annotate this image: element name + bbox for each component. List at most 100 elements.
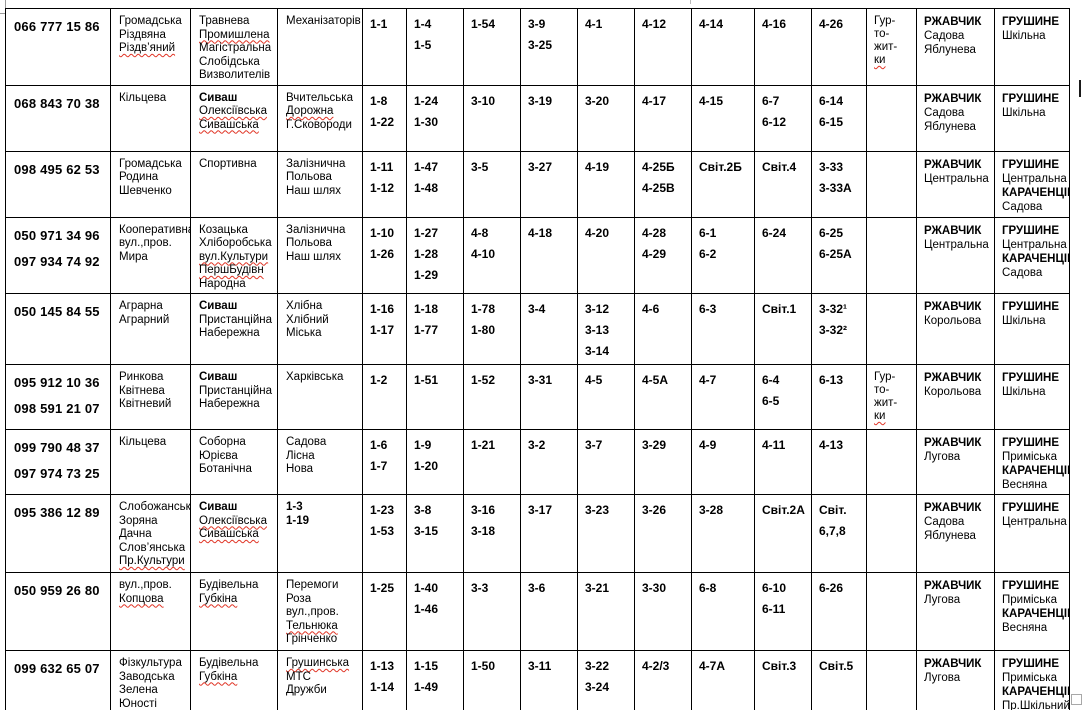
cell-line: РЖАВЧИК [924,301,982,313]
table-cell: 3-22 3-24 [577,650,635,710]
cell-line: 3-4 [528,302,546,316]
cell-line: 097 974 73 25 [14,466,100,481]
cell-line: РЖАВЧИК [924,16,982,28]
table-cell: 6-8 [691,572,755,651]
table-cell [866,650,917,710]
cell-line: 1-24 [414,93,439,108]
cell-line: 4-17 [642,93,667,108]
cell-line: КАРАЧЕНЦІВ [1002,465,1070,477]
cell-line: 1-21 [471,438,496,452]
table-cell: 3-30 [634,572,692,651]
cell-line: 3-25 [528,38,553,52]
table-cell: 1-10 1-26 [362,216,407,294]
cell-line: Набережна [199,327,260,339]
table-cell: 1-4 1-5 [406,8,464,86]
cell-line: РЖАВЧИК [924,158,982,171]
table-cell: РЖАВЧИК Садова Яблунева [916,84,995,152]
cell-line: 4-19 [585,159,610,174]
cell-line: Приміська [1002,594,1057,606]
cell-line: Різдвяна [119,28,166,41]
cell-line: Копцова [119,592,164,605]
cell-line: 4-18 [528,225,553,240]
table-cell: РЖАВЧИК Центральна [916,216,995,294]
table-cell: 6-26 [811,572,867,651]
table-cell: Гур-то-жит-ки [866,364,917,430]
table-cell: ГРУШИНЕ Шкільна [994,84,1070,152]
cell-line: то- [874,28,890,40]
cell-line: 098 591 21 07 [14,401,100,416]
cell-line: 6-1 [699,225,717,240]
table-move-handle-fragment[interactable] [0,0,6,14]
cell-line: 4-12 [642,17,667,31]
cell-line: 4-6 [642,302,660,316]
cell-line: Ботанічна [199,463,252,475]
cell-line: Губкіна [199,592,238,605]
cell-line: Кільцева [119,91,167,104]
table-resize-handle[interactable] [1071,694,1082,705]
cell-line: 6-7 [762,93,780,108]
cell-line: Хлібна [286,300,323,312]
table-cell: 4-26 [811,8,867,86]
cell-line: 6-12 [762,114,787,129]
cell-line: Дружби [286,684,327,696]
cell-line: Лугова [924,451,961,463]
cell-line: Садова [286,436,327,448]
cell-line: Сивашська [199,528,259,540]
cell-line: 4-5А [642,373,669,387]
cell-line: Світ.4 [762,159,797,174]
cell-line: 095 912 10 36 [14,375,100,390]
cell-line: 6-15 [819,114,844,129]
cell-line: 6-26 [819,581,844,595]
table-row: 050 971 34 96 097 934 74 92 Кооперативна ву… [5,216,1070,294]
cell-line: Міська [286,327,322,339]
cell-line: 3-15 [414,524,439,538]
table-cell: вул.,пров. Копцова [110,572,191,651]
cell-line: 3-6 [528,581,546,595]
table-row: 068 843 70 38 Кільцева Сиваш Олексіївська Си… [5,84,1070,152]
cell-line: Пристанційна [199,384,273,397]
cell-line: Нова [286,463,314,475]
table-cell: 1-2 [362,364,407,430]
cell-line: 1-19 [286,514,310,527]
cell-line: 3-33 [819,159,844,174]
cell-line: ГРУШИНЕ [1002,224,1059,237]
table-row: 050 145 84 55 Аграрна Аграрний Сиваш Пристан… [5,293,1070,365]
cell-line: 3-5 [471,159,489,174]
cell-line: Яблунева [924,120,976,133]
cell-line: 3-28 [699,503,724,517]
table-cell: ГРУШИНЕ Приміська КАРАЧЕНЦІВ Пр.Шкільний [994,650,1070,710]
cell-line: 4-25Б [642,159,675,174]
table-cell: 1-47 1-48 [406,150,464,218]
cell-line: 4-7 [699,373,717,387]
cell-line: Сиваш [199,91,238,104]
table-cell: 099 632 65 07 [5,650,111,710]
cell-line: 4-5 [585,373,603,387]
cell-line: Лугова [924,594,961,606]
cell-line: 4-8 [471,225,489,240]
table-cell: 1-27 1-28 1-29 [406,216,464,294]
cell-line: Козацька [199,223,248,236]
cell-line: Яблунева [924,530,976,542]
cell-line: 050 959 26 80 [14,583,100,598]
cell-line: Квітнева [119,384,165,397]
table-cell: 1-13 1-14 [362,650,407,710]
cell-line: 095 386 12 89 [14,505,100,520]
table-cell: ГРУШИНЕ Шкільна [994,364,1070,430]
cell-line: Юрієва [199,449,238,462]
table-cell: 3-32¹ 3-32² [811,293,867,365]
table-cell: ГРУШИНЕ Центральна КАРАЧЕНЦІВ Садова [994,150,1070,218]
table-cell: ГРУШИНЕ Шкільна [994,8,1070,86]
cell-line: 3-32² [819,323,848,337]
cell-line: Шкільна [1002,30,1046,42]
table-cell: 3-17 [520,494,578,573]
table-cell: 3-10 [463,84,521,152]
table-cell: Кооперативна вул.,пров. Мира [110,216,191,294]
table-cell: ГРУШИНЕ Приміська КАРАЧЕНЦІВ Весняна [994,429,1070,495]
table-cell: 3-19 [520,84,578,152]
table-cell: 050 959 26 80 [5,572,111,651]
cell-line: Світ.3 [762,659,797,673]
table-row: 095 912 10 36 098 591 21 07 Ринкова Квітнев… [5,364,1070,430]
table-cell: 4-5 [577,364,635,430]
cell-line: 1-52 [471,373,496,387]
